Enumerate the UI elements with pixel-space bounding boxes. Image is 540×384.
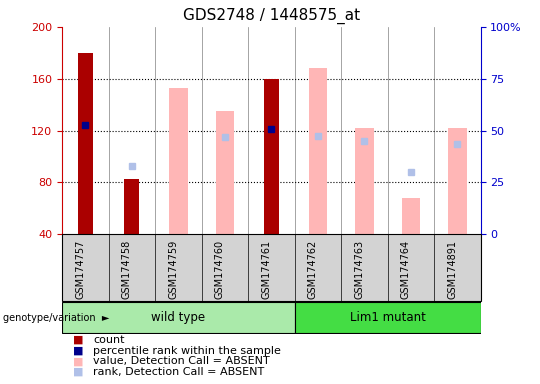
Text: rank, Detection Call = ABSENT: rank, Detection Call = ABSENT xyxy=(93,367,265,377)
Text: wild type: wild type xyxy=(151,311,205,324)
Text: Lim1 mutant: Lim1 mutant xyxy=(350,311,426,324)
Bar xyxy=(169,88,188,234)
Bar xyxy=(402,198,420,234)
Bar xyxy=(308,68,327,234)
Bar xyxy=(78,53,93,234)
Bar xyxy=(215,111,234,234)
Text: value, Detection Call = ABSENT: value, Detection Call = ABSENT xyxy=(93,356,270,366)
Bar xyxy=(62,302,295,333)
Title: GDS2748 / 1448575_at: GDS2748 / 1448575_at xyxy=(183,8,360,24)
Bar xyxy=(124,179,139,234)
Text: GSM174891: GSM174891 xyxy=(447,240,457,299)
Bar xyxy=(264,79,279,234)
Text: genotype/variation  ►: genotype/variation ► xyxy=(3,313,109,323)
Bar xyxy=(355,128,374,234)
Bar xyxy=(62,234,481,301)
Text: GSM174760: GSM174760 xyxy=(215,240,225,299)
Text: count: count xyxy=(93,335,125,345)
Text: ■: ■ xyxy=(73,335,83,345)
Text: GSM174758: GSM174758 xyxy=(122,240,132,299)
Text: GSM174762: GSM174762 xyxy=(308,240,318,299)
Text: GSM174761: GSM174761 xyxy=(261,240,272,299)
Text: GSM174757: GSM174757 xyxy=(76,240,85,299)
Bar xyxy=(448,128,467,234)
Text: percentile rank within the sample: percentile rank within the sample xyxy=(93,346,281,356)
Text: GSM174759: GSM174759 xyxy=(168,240,178,299)
Text: ■: ■ xyxy=(73,346,83,356)
Text: GSM174763: GSM174763 xyxy=(354,240,364,299)
Text: ■: ■ xyxy=(73,356,83,366)
Text: GSM174764: GSM174764 xyxy=(401,240,411,299)
Bar xyxy=(295,302,481,333)
Text: ■: ■ xyxy=(73,367,83,377)
